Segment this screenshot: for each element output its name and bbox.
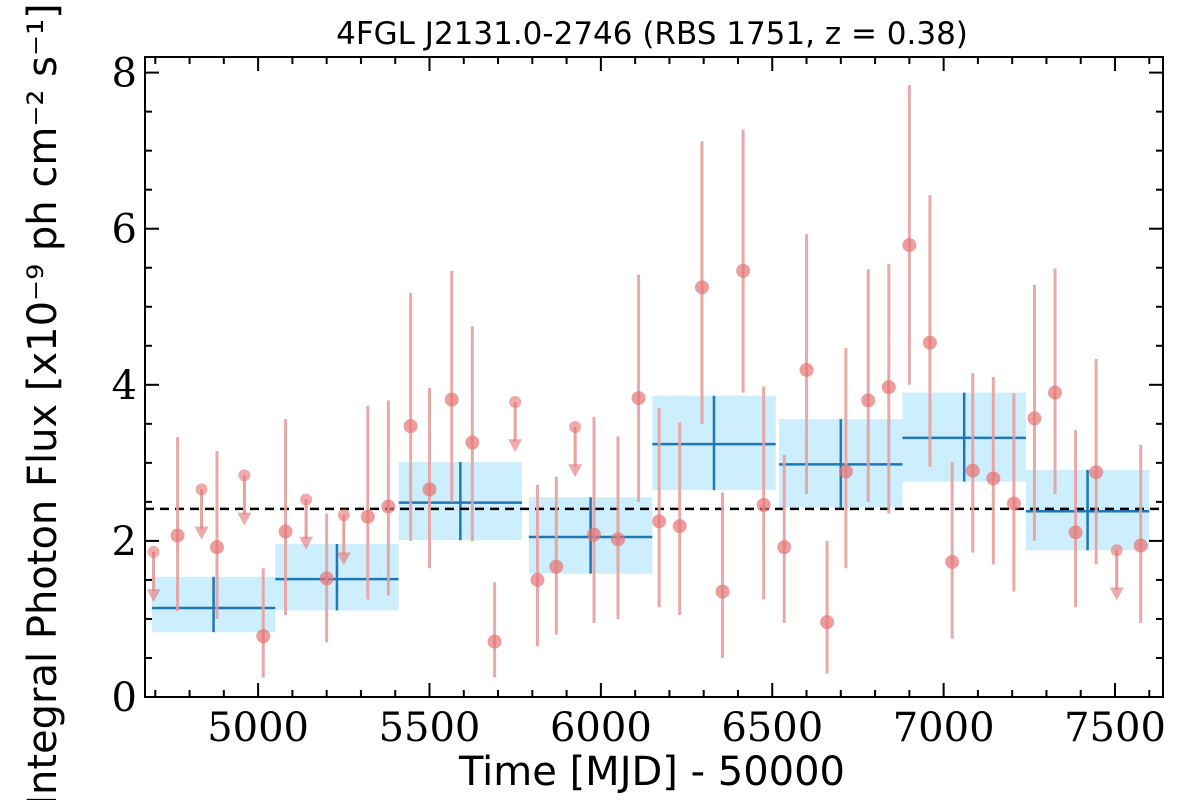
data-point	[652, 514, 667, 529]
data-point	[278, 524, 293, 539]
y-axis-title: Integral Photon Flux [x10⁻⁹ ph cm⁻² s⁻¹]	[20, 3, 66, 800]
data-point	[1133, 538, 1148, 553]
plot-frame	[144, 56, 1164, 698]
y-tick-label: 2	[112, 519, 137, 565]
data-points-layer	[170, 85, 1148, 678]
upper-limit-point	[569, 420, 582, 433]
data-point	[487, 634, 502, 649]
data-point	[715, 584, 730, 599]
data-point	[422, 482, 437, 497]
data-point	[1006, 496, 1021, 511]
data-point	[799, 362, 814, 377]
upper-limit-arrow	[1109, 587, 1124, 601]
data-point	[611, 532, 626, 547]
x-tick-label: 5500	[379, 705, 481, 751]
upper-limit-point	[509, 395, 522, 408]
upper-limit-arrow	[508, 439, 523, 453]
data-point	[381, 499, 396, 514]
x-tick-label: 5000	[207, 705, 309, 751]
x-tick-label: 6500	[721, 705, 823, 751]
data-point	[631, 391, 646, 406]
data-point	[403, 419, 418, 434]
upper-limit-arrow	[146, 589, 161, 603]
data-point	[465, 435, 480, 450]
binned-flux-layer	[151, 392, 1150, 633]
upper-limit-point	[195, 483, 208, 496]
data-point	[444, 392, 459, 407]
y-tick-label: 0	[112, 675, 137, 721]
data-point	[549, 559, 564, 574]
x-axis-title: Time [MJD] - 50000	[458, 749, 845, 795]
upper-limits-layer	[146, 395, 1124, 603]
data-point	[881, 380, 896, 395]
data-point	[756, 498, 771, 512]
upper-limit-point	[147, 545, 160, 558]
data-point	[209, 540, 224, 555]
data-point	[694, 280, 709, 295]
x-tick-label: 7500	[1064, 705, 1166, 751]
ticks-layer: 5000 5500 6000 6500 7000 7500 0 2 4 6 8	[112, 51, 1166, 751]
y-tick-label: 6	[112, 207, 137, 253]
data-point	[530, 572, 545, 587]
upper-limit-arrow	[194, 526, 209, 540]
upper-limit-point	[300, 493, 313, 506]
data-point	[1048, 385, 1063, 400]
data-point	[965, 463, 980, 478]
data-point	[986, 471, 1001, 486]
data-point	[820, 615, 835, 630]
upper-limit-point	[238, 469, 251, 482]
data-point	[838, 464, 853, 479]
y-tick-label: 8	[112, 51, 137, 97]
data-point	[587, 527, 602, 542]
upper-limit-point	[337, 509, 350, 522]
data-point	[360, 509, 375, 524]
upper-limit-arrow	[336, 552, 351, 566]
data-point	[256, 629, 271, 644]
data-point	[861, 393, 876, 408]
data-point	[170, 528, 185, 543]
data-point	[736, 263, 751, 278]
chart-title: 4FGL J2131.0-2746 (RBS 1751, z = 0.38)	[336, 16, 968, 52]
upper-limit-arrow	[237, 512, 252, 526]
y-tick-label: 4	[112, 363, 137, 409]
upper-limit-arrow	[299, 536, 314, 550]
data-point	[777, 540, 792, 555]
data-point	[672, 519, 687, 534]
x-tick-label: 6000	[550, 705, 652, 751]
data-point	[922, 335, 937, 350]
data-point	[1068, 525, 1083, 540]
data-point	[1089, 465, 1104, 480]
data-point	[902, 238, 917, 253]
upper-limit-point	[1110, 544, 1123, 557]
data-point	[1027, 411, 1042, 426]
data-point	[319, 571, 334, 586]
x-tick-label: 7000	[893, 705, 995, 751]
upper-limit-arrow	[568, 464, 583, 478]
data-point	[945, 554, 960, 569]
